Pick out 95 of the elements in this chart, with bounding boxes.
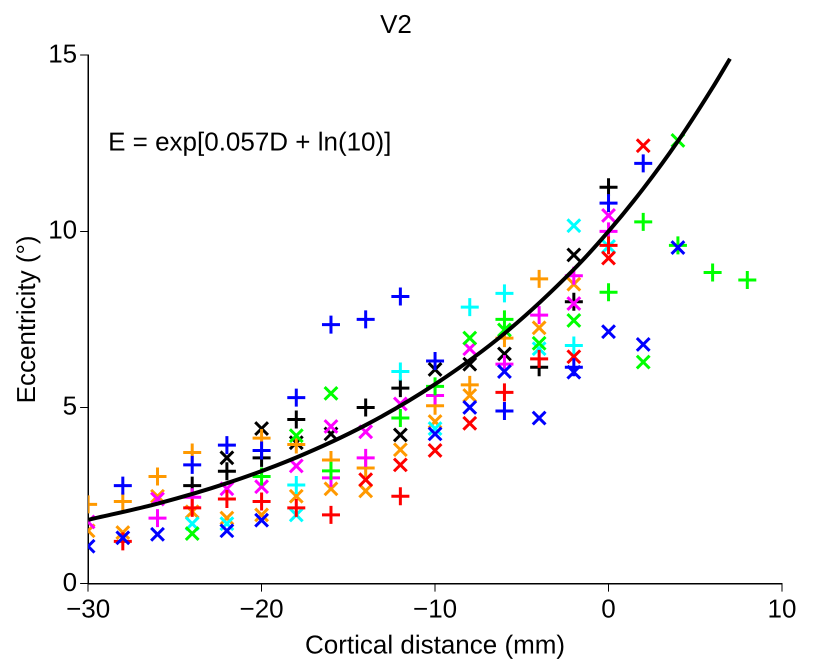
- point: [566, 296, 582, 312]
- point: [496, 364, 512, 380]
- point: [219, 450, 235, 466]
- point: [635, 354, 652, 370]
- point: [286, 474, 307, 496]
- point: [288, 488, 304, 504]
- point: [566, 218, 582, 234]
- y-axis-title: Eccentricity (°): [10, 235, 41, 404]
- y-tick-label: 10: [48, 214, 78, 245]
- point: [323, 480, 339, 497]
- point: [320, 314, 342, 336]
- point: [251, 440, 272, 461]
- point: [254, 512, 270, 528]
- point: [392, 457, 408, 473]
- point: [390, 286, 411, 308]
- point: [147, 508, 168, 529]
- point: [358, 424, 374, 440]
- point: [147, 466, 168, 488]
- point: [566, 312, 582, 328]
- point: [288, 458, 304, 474]
- point: [632, 152, 654, 174]
- point: [635, 336, 652, 352]
- point: [563, 334, 584, 356]
- point: [598, 234, 620, 256]
- x-tick-label: 10: [768, 593, 796, 624]
- point: [736, 269, 758, 290]
- point: [184, 526, 200, 542]
- point: [323, 386, 339, 402]
- point: [600, 208, 616, 224]
- point: [216, 434, 238, 456]
- point: [390, 408, 411, 429]
- point: [566, 247, 582, 263]
- point: [459, 296, 480, 318]
- point: [182, 497, 203, 518]
- point: [216, 488, 238, 510]
- chart-title: V2: [380, 8, 412, 39]
- point: [462, 356, 478, 372]
- point: [150, 526, 166, 542]
- point: [528, 268, 550, 290]
- point: [286, 497, 307, 518]
- point: [392, 442, 408, 458]
- point: [286, 387, 307, 408]
- point: [702, 262, 724, 284]
- point: [670, 240, 686, 256]
- point: [566, 348, 582, 365]
- y-tick-label: 5: [62, 390, 78, 421]
- y-tick-label: 15: [48, 38, 78, 68]
- x-tick-label: −10: [413, 593, 458, 624]
- point: [355, 396, 376, 418]
- point: [494, 400, 515, 422]
- point: [219, 522, 235, 539]
- point: [254, 478, 270, 495]
- x-tick-label: −20: [240, 593, 284, 624]
- point: [320, 460, 342, 482]
- annotation: E = exp[0.057D + ln(10)]: [108, 126, 392, 156]
- point: [494, 282, 515, 304]
- x-tick-label: 0: [601, 593, 616, 624]
- point: [320, 504, 342, 526]
- point: [635, 138, 652, 154]
- point: [112, 475, 134, 496]
- point: [254, 420, 270, 436]
- point: [600, 324, 616, 340]
- point: [355, 308, 376, 330]
- point: [392, 427, 408, 443]
- point: [531, 410, 548, 426]
- point: [182, 454, 203, 476]
- point: [494, 382, 515, 403]
- point: [390, 361, 411, 382]
- point: [531, 335, 548, 352]
- point: [531, 320, 548, 336]
- point: [462, 330, 478, 346]
- point: [390, 378, 411, 399]
- point: [114, 530, 131, 546]
- point: [358, 472, 374, 488]
- point: [286, 408, 307, 430]
- point: [390, 486, 411, 507]
- point: [598, 192, 620, 214]
- point: [323, 418, 339, 434]
- point: [600, 250, 616, 266]
- x-axis-title: Cortical distance (mm): [305, 630, 566, 660]
- point: [563, 356, 584, 378]
- point: [427, 442, 443, 458]
- point: [462, 400, 478, 416]
- point: [288, 428, 304, 444]
- point: [355, 447, 376, 468]
- point: [427, 426, 443, 442]
- point: [251, 491, 272, 512]
- point: [216, 460, 238, 482]
- point: [528, 348, 550, 370]
- point: [462, 415, 478, 432]
- point: [528, 304, 550, 326]
- point: [496, 346, 512, 362]
- point: [598, 282, 620, 303]
- point: [632, 211, 654, 232]
- point: [424, 350, 446, 372]
